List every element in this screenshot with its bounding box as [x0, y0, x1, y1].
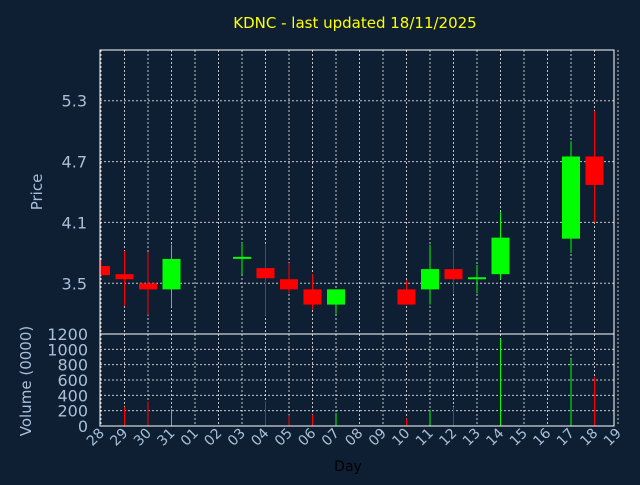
candle-body	[397, 289, 416, 305]
price-tick-labels: 3.5 4.1 4.7 5.3	[62, 92, 87, 294]
candle-body	[303, 289, 322, 305]
candle-body	[421, 269, 439, 290]
volume-plot-frame	[99, 333, 615, 427]
x-tick-label: 02	[201, 426, 225, 450]
price-axis-label: Price	[28, 174, 46, 211]
price-tick-label: 5.3	[62, 92, 87, 111]
volume-tick-label: 200	[57, 402, 88, 421]
x-tick-label: 29	[107, 426, 131, 450]
price-tick-label: 4.7	[62, 153, 87, 172]
candlestick-series	[100, 110, 604, 316]
x-tick-label: 08	[342, 426, 366, 450]
volume-series	[124, 338, 595, 426]
price-tick-label: 4.1	[62, 213, 87, 232]
price-plot-frame	[99, 49, 615, 335]
volume-tick-label: 600	[57, 371, 88, 390]
candle-body	[115, 274, 134, 280]
x-tick-label: 03	[225, 426, 249, 450]
x-tick-labels: 28 29 30 31 01 02 03 04 05 06 07 08 09 10 11 12 13 14 15 16…	[84, 425, 625, 449]
x-tick-label: 17	[554, 426, 578, 450]
candle-body	[585, 156, 604, 185]
x-tick-label: 06	[295, 425, 319, 449]
x-tick-label: 16	[530, 425, 554, 449]
volume-axis-label: Volume (0000)	[17, 326, 35, 436]
x-tick-label: 31	[154, 426, 178, 450]
candle-body	[162, 258, 181, 290]
x-tick-label: 07	[319, 426, 343, 450]
volume-tick-label: 0	[78, 417, 88, 436]
x-tick-label: 15	[507, 426, 531, 450]
candle-body	[280, 279, 298, 290]
x-tick-label: 12	[436, 426, 460, 450]
x-tick-label: 13	[460, 426, 484, 450]
volume-tick-label: 1200	[47, 325, 88, 344]
candle-body	[491, 237, 510, 275]
volume-grid	[100, 334, 619, 426]
x-tick-label: 01	[178, 426, 202, 450]
candle-body	[327, 289, 345, 305]
x-tick-label: 11	[413, 426, 437, 450]
x-tick-label: 18	[577, 426, 601, 450]
volume-tick-label: 800	[57, 356, 88, 375]
x-tick-label: 09	[366, 426, 390, 450]
x-axis-label: Day	[334, 459, 362, 475]
x-tick-label: 10	[389, 426, 413, 450]
candle-body	[562, 156, 580, 239]
price-tick-label: 3.5	[62, 274, 87, 293]
x-tick-label: 19	[601, 426, 625, 450]
candle-body	[139, 283, 157, 290]
volume-tick-label: 400	[57, 386, 88, 405]
chart-title: KDNC - last updated 18/11/2025	[233, 14, 476, 32]
price-grid	[100, 50, 619, 334]
candle-body	[256, 268, 275, 279]
x-tick-label: 05	[272, 426, 296, 450]
volume-tick-label: 1000	[47, 340, 88, 359]
x-tick-label: 30	[131, 426, 155, 450]
candle-body	[101, 266, 110, 276]
candle-body	[444, 269, 463, 280]
x-tick-label: 14	[483, 425, 507, 449]
x-tick-label: 04	[248, 425, 272, 449]
